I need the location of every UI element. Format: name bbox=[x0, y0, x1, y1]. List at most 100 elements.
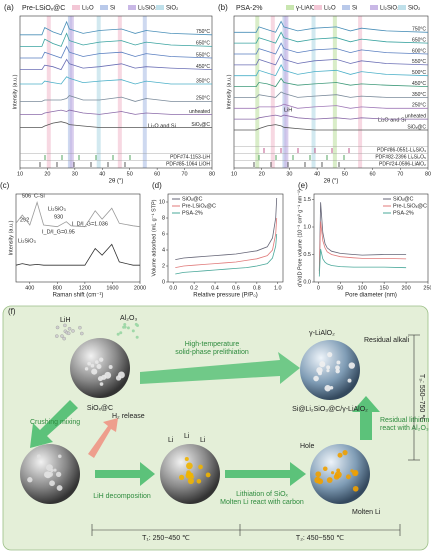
label: High-temperature bbox=[185, 341, 240, 348]
particle bbox=[67, 327, 72, 331]
series-line bbox=[234, 114, 428, 120]
phase-band bbox=[255, 16, 260, 168]
series-line bbox=[20, 109, 212, 115]
series-line bbox=[20, 45, 213, 59]
series-line bbox=[234, 103, 428, 109]
y-axis-label: dV/dD Pore volume (10⁻³ cm³ g⁻¹ nm⁻¹) bbox=[297, 189, 303, 287]
series-line bbox=[318, 221, 407, 274]
x-tick-label: 50 bbox=[337, 285, 343, 291]
series-label: 750°C bbox=[196, 29, 210, 35]
particle bbox=[187, 471, 193, 478]
panel-label: (f) bbox=[8, 307, 16, 316]
x-tick-label: 100 bbox=[358, 285, 367, 291]
plot-frame bbox=[19, 15, 213, 169]
label: SiOₓ@C bbox=[87, 405, 113, 412]
particle bbox=[336, 360, 341, 365]
series-line bbox=[234, 91, 428, 98]
x-tick-label: 20 bbox=[44, 171, 50, 177]
annotation: 930 bbox=[54, 214, 63, 220]
annotation: I_D/I_G=1.036 bbox=[72, 221, 108, 227]
panel-f: (f) LiH Al₂O₃ SiOₓ@C High-temperature so… bbox=[2, 305, 430, 551]
particle bbox=[324, 385, 331, 392]
series-line bbox=[234, 124, 428, 131]
annotation: C-Si bbox=[34, 193, 45, 199]
x-tick-label: 0.2 bbox=[190, 285, 198, 291]
series-line bbox=[20, 121, 212, 128]
particle bbox=[80, 331, 84, 336]
reference-label: PDF#74-1153-LiH bbox=[170, 154, 210, 160]
legend-swatch bbox=[128, 5, 136, 10]
series-label: SiOₓ@C bbox=[191, 122, 210, 128]
label: Residual alkali bbox=[364, 337, 410, 344]
x-tick-label: 150 bbox=[380, 285, 389, 291]
series-label: 450°C bbox=[196, 64, 210, 70]
x-tick-label: 70 bbox=[397, 171, 403, 177]
y-tick-label: 8 bbox=[162, 215, 165, 221]
x-tick-label: 0.0 bbox=[169, 285, 177, 291]
legend-label: Si bbox=[352, 6, 357, 12]
legend-label: Li₂SiO₃ bbox=[138, 6, 158, 12]
arrow bbox=[30, 400, 78, 448]
x-tick-label: 30 bbox=[286, 171, 292, 177]
label: Li bbox=[184, 433, 190, 440]
particle bbox=[348, 362, 356, 369]
particle bbox=[337, 452, 343, 458]
chart-title: Pre-LSiOₓ@C bbox=[22, 5, 65, 12]
phase-band bbox=[117, 16, 122, 168]
label: Al₂O₃ bbox=[120, 315, 137, 322]
legend-label: γ-LiAlO₂ bbox=[296, 6, 319, 12]
particle bbox=[179, 474, 185, 480]
label: H₂ release bbox=[112, 413, 145, 420]
particle bbox=[126, 326, 130, 330]
x-tick-label: 1200 bbox=[79, 285, 91, 291]
x-tick-label: 10 bbox=[231, 171, 237, 177]
particle bbox=[336, 468, 341, 473]
y-tick-label: 0.0 bbox=[303, 279, 311, 285]
legend-label: Li₂O bbox=[82, 6, 94, 12]
particle bbox=[345, 474, 351, 480]
particle bbox=[198, 464, 203, 470]
x-tick-label: 2000 bbox=[134, 285, 146, 291]
y-tick-label: 4 bbox=[162, 247, 165, 253]
legend-label: PSA-2% bbox=[393, 210, 414, 216]
particle bbox=[66, 331, 71, 336]
x-tick-label: 80 bbox=[425, 171, 431, 177]
series-line bbox=[20, 20, 213, 36]
x-tick-label: 70 bbox=[182, 171, 188, 177]
phase-band bbox=[142, 16, 147, 168]
x-axis-label: Raman shift (cm⁻¹) bbox=[53, 293, 104, 299]
x-tick-label: 60 bbox=[370, 171, 376, 177]
particle bbox=[313, 375, 319, 382]
x-tick-label: 40 bbox=[314, 171, 320, 177]
sphere bbox=[300, 340, 360, 400]
legend-label: SiOₓ@C bbox=[182, 196, 203, 202]
phase-band bbox=[358, 16, 363, 168]
particle bbox=[342, 450, 348, 456]
particle bbox=[108, 365, 113, 369]
y-axis-label: Intensity (a.u.) bbox=[226, 74, 232, 109]
x-tick-label: 50 bbox=[342, 171, 348, 177]
series-line bbox=[20, 32, 213, 47]
annotation: Li₂O and Si bbox=[148, 123, 176, 129]
series-label: 550°C bbox=[196, 52, 210, 58]
particle bbox=[134, 322, 138, 326]
x-tick-label: 200 bbox=[401, 285, 410, 291]
arrow bbox=[88, 418, 118, 458]
series-line bbox=[234, 64, 429, 77]
y-axis-label: Volume adsorbed (mL g⁻¹ STP) bbox=[151, 199, 157, 276]
particle bbox=[347, 378, 352, 383]
legend-swatch bbox=[286, 5, 294, 10]
x-tick-label: 50 bbox=[127, 171, 133, 177]
particle bbox=[123, 322, 127, 326]
particle bbox=[53, 468, 57, 472]
x-tick-label: 60 bbox=[154, 171, 160, 177]
y-axis-label: Intensity (a.u.) bbox=[8, 220, 14, 255]
legend-swatch bbox=[72, 5, 80, 10]
series-label: 750°C bbox=[412, 27, 426, 33]
particle bbox=[36, 454, 41, 459]
particle bbox=[317, 478, 324, 485]
series-line bbox=[175, 197, 278, 260]
panel-label: (d) bbox=[152, 181, 162, 190]
series-label: 650°C bbox=[412, 37, 426, 43]
